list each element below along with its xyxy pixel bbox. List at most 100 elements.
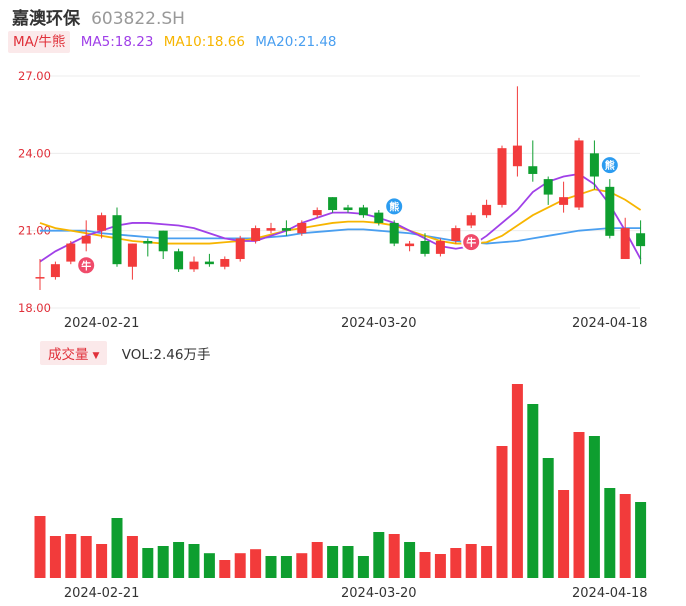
volume-x-tick-label: 2024-03-20 xyxy=(341,586,417,601)
candle-body xyxy=(589,153,599,177)
volume-bar xyxy=(327,546,339,578)
candle-body xyxy=(112,215,122,265)
ma5-line xyxy=(39,173,642,263)
y-tick-label: 18.00 xyxy=(18,301,51,315)
candle-body xyxy=(574,140,584,208)
volume-bar xyxy=(234,553,246,578)
volume-bar xyxy=(573,432,585,578)
volume-x-tick-label: 2024-04-18 xyxy=(572,586,648,601)
volume-bar xyxy=(80,536,92,578)
ma10-line xyxy=(39,188,642,245)
bear-marker-label: 熊 xyxy=(605,159,615,172)
volume-bar xyxy=(635,502,647,578)
candle-body xyxy=(435,240,445,254)
volume-bar xyxy=(465,544,477,578)
candle-body xyxy=(66,243,76,262)
volume-indicator-selector[interactable]: 成交量 ▼ xyxy=(40,341,108,365)
volume-bar xyxy=(173,542,185,578)
x-tick-label: 2024-04-18 xyxy=(572,316,648,331)
volume-bar xyxy=(296,553,308,578)
volume-bar xyxy=(388,534,400,578)
candle-body xyxy=(97,215,107,231)
candle-body xyxy=(559,197,569,205)
volume-bar xyxy=(311,542,323,578)
candle-body xyxy=(266,228,276,231)
volume-bar xyxy=(203,553,215,578)
volume-bar xyxy=(188,544,200,578)
candle-body xyxy=(35,277,45,279)
volume-bar xyxy=(434,554,446,578)
ma10-legend: MA10:18.66 xyxy=(163,34,245,50)
candle-body xyxy=(204,261,214,265)
volume-bar xyxy=(542,458,554,578)
volume-bar xyxy=(65,534,77,578)
bull-marker-label: 牛 xyxy=(81,259,91,272)
volume-bar xyxy=(373,532,385,578)
y-tick-label: 21.00 xyxy=(18,224,51,238)
caret-down-icon: ▼ xyxy=(92,351,100,361)
volume-bar xyxy=(96,544,108,578)
bear-marker-label: 熊 xyxy=(389,200,399,213)
volume-bar xyxy=(558,490,570,578)
candle-body xyxy=(127,243,137,267)
bull-marker-icon xyxy=(461,232,482,253)
volume-bar xyxy=(450,548,462,578)
bear-marker-icon xyxy=(599,155,620,176)
ma5-legend: MA5:18.23 xyxy=(80,34,154,50)
y-tick-label: 27.00 xyxy=(18,69,51,83)
ma-legend: MA/牛熊 MA5:18.23 MA10:18.66 MA20:21.48 xyxy=(8,30,337,54)
volume-bar xyxy=(604,488,616,578)
volume-bar xyxy=(157,546,169,578)
candle-body xyxy=(620,228,630,260)
y-tick-label: 24.00 xyxy=(18,146,51,160)
ma20-legend: MA20:21.48 xyxy=(255,34,337,50)
candle-body xyxy=(251,228,261,241)
volume-bar xyxy=(357,556,369,578)
volume-bar xyxy=(34,516,46,578)
volume-legend: 成交量 ▼ VOL:2.46万手 xyxy=(40,341,210,365)
candle-body xyxy=(636,233,646,247)
candle-body xyxy=(235,238,245,260)
chart-header: 嘉澳环保 603822.SH xyxy=(12,4,185,29)
volume-value: VOL:2.46万手 xyxy=(121,347,211,363)
candle-body xyxy=(174,251,184,270)
candle-body xyxy=(482,204,492,216)
volume-bar xyxy=(404,542,416,578)
volume-bar xyxy=(481,546,493,578)
ma20-line xyxy=(40,227,641,245)
candle-body xyxy=(420,240,430,254)
volume-bar xyxy=(280,556,292,578)
candle-body xyxy=(312,210,322,216)
volume-bar xyxy=(619,494,631,578)
volume-x-tick-label: 2024-02-21 xyxy=(64,586,140,601)
candle-body xyxy=(389,222,399,244)
bull-marker-label: 牛 xyxy=(466,236,476,249)
stock-code: 603822.SH xyxy=(91,9,185,29)
volume-bar xyxy=(588,436,600,578)
candle-body xyxy=(81,235,91,244)
ma-indicator-selector[interactable]: MA/牛熊 xyxy=(8,31,71,53)
candle-body xyxy=(158,230,168,252)
candle-body xyxy=(297,222,307,234)
x-tick-label: 2024-03-20 xyxy=(341,316,417,331)
volume-bar xyxy=(142,548,154,578)
stock-name: 嘉澳环保 xyxy=(12,9,80,29)
candle-body xyxy=(281,228,291,231)
candle-body xyxy=(358,207,368,216)
volume-bar xyxy=(265,556,277,578)
volume-bar xyxy=(49,536,61,578)
volume-bar xyxy=(496,446,508,578)
volume-bar xyxy=(419,552,431,578)
volume-bar xyxy=(126,536,138,578)
volume-indicator-label: 成交量 xyxy=(48,347,89,363)
volume-bar xyxy=(250,549,262,578)
candle-body xyxy=(451,228,461,241)
candle-body xyxy=(220,259,230,267)
candle-body xyxy=(543,179,553,195)
candle-body xyxy=(328,197,338,211)
candle-body xyxy=(143,240,153,244)
candle-body xyxy=(512,145,522,167)
volume-bar xyxy=(511,384,523,578)
bear-marker-icon xyxy=(384,196,405,217)
